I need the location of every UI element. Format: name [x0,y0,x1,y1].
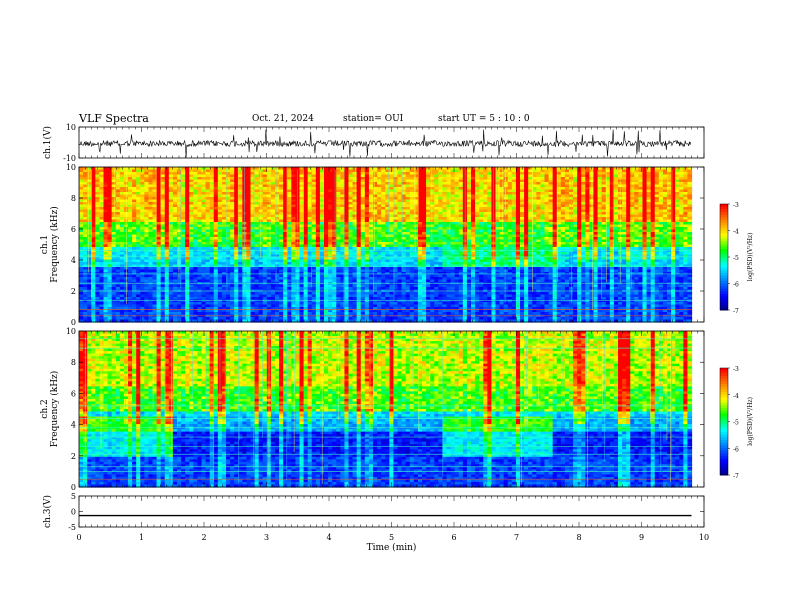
xtick-label: 8 [576,533,581,542]
ch3-waveform-ytick-label: 5 [71,492,76,501]
ch2-colorbar-tick-label: -4 [733,393,739,400]
ch2-colorbar-label: log(PSD)(V²/Hz) [747,397,754,446]
xtick-label: 7 [514,533,519,542]
ch2-spectrogram-ytick-label: 6 [71,389,76,398]
ch2-spectrogram-ytick-label: 10 [66,327,76,336]
ch2-spectrogram-ytick-label: 2 [71,452,76,461]
ch1-waveform-ylabel: ch.1(V) [42,126,53,159]
ch2-colorbar-tick-label: -3 [733,366,739,373]
ch2-spectrogram-ylabel-channel: ch.2 [40,399,50,418]
ch1-spectrogram-image [79,167,693,323]
chart-title: VLF Spectra [79,112,149,125]
ch1-colorbar-tick-label: -5 [733,255,739,262]
ch1-waveform-ytick-label: -10 [63,154,76,163]
ch1-spectrogram-ytick-label: 0 [71,318,76,327]
ch1-waveform-line [78,129,692,158]
xtick-label: 3 [264,533,269,542]
ch1-spectrogram-ytick-label: 6 [71,225,76,234]
ch1-spectrogram-ylabel-frequency: Frequency (kHz) [49,206,60,283]
ch1-waveform-ytick-label: 10 [66,123,76,132]
xtick-label: 10 [699,533,709,542]
date-label: Oct. 21, 2024 [252,114,314,124]
ch1-spectrogram-ylabel-channel: ch.1 [40,235,50,254]
xtick-label: 9 [639,533,644,542]
ch2-colorbar-tick-label: -5 [733,420,739,427]
ch2-spectrogram-ylabel-frequency: Frequency (kHz) [49,371,60,448]
plot-panels [78,129,728,517]
ch1-colorbar-tick-label: -3 [733,202,739,209]
xtick-label: 6 [451,533,456,542]
xtick-label: 5 [389,533,394,542]
ch1-spectrogram-ytick-label: 2 [71,287,76,296]
ch2-colorbar-tick-label: -6 [733,446,739,453]
ch1-spectrogram-ytick-label: 8 [71,194,76,203]
xtick-label: 4 [326,533,331,542]
ch1-colorbar-tick-label: -6 [733,282,739,289]
ch2-spectrogram-image [79,331,693,488]
axes-layer [78,126,730,528]
ch3-waveform-ylabel: ch.3(V) [42,495,53,528]
ch1-colorbar-tick-label: -4 [733,229,739,236]
ch3-waveform-ytick-label: -5 [68,523,76,532]
ch3-waveform-ytick-label: 0 [71,508,76,517]
ch2-spectrogram-ytick-label: 0 [71,483,76,492]
xtick-label: 0 [76,533,81,542]
start-time-label: start UT = 5 : 10 : 0 [438,114,530,124]
ch1-spectrogram-ytick-label: 10 [66,163,76,172]
xaxis-label: Time (min) [367,542,417,553]
station-label: station= OUI [343,114,404,124]
xtick-label: 2 [201,533,206,542]
xtick-label: 1 [139,533,144,542]
ch1-colorbar-tick-label: -7 [733,308,739,315]
ch1-colorbar-label: log(PSD)(V²/Hz) [747,233,754,282]
ch2-spectrogram-ytick-label: 8 [71,358,76,367]
ch2-spectrogram-ytick-label: 4 [71,421,76,430]
ch1-spectrogram-ytick-label: 4 [71,256,76,265]
ch2-colorbar-tick-label: -7 [733,473,739,480]
